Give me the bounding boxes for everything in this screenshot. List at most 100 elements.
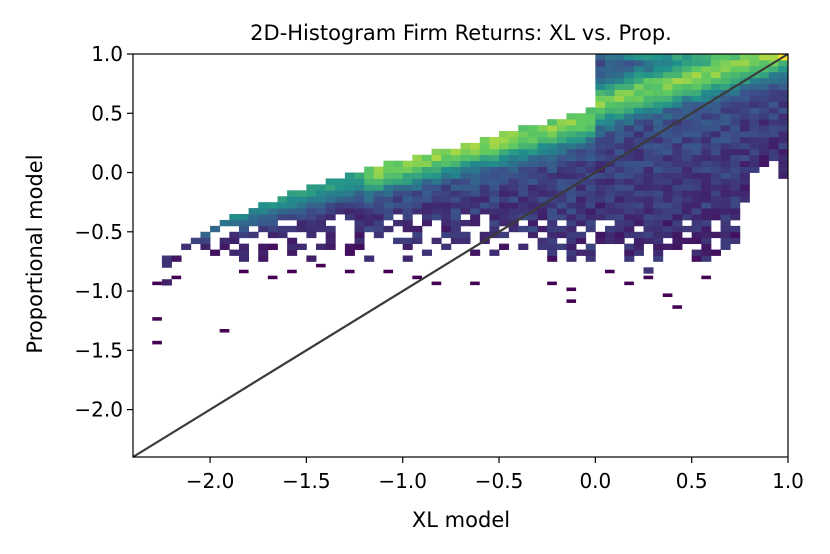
heatmap-cell	[653, 255, 664, 262]
heatmap-cell	[749, 136, 760, 144]
heatmap-cell	[701, 125, 712, 132]
heatmap-cell	[508, 166, 519, 173]
heatmap-cell	[499, 131, 510, 138]
heatmap-cell	[595, 101, 606, 108]
heatmap-cell	[566, 148, 577, 156]
heatmap-cell	[768, 119, 779, 126]
heatmap-cell	[662, 184, 673, 191]
heatmap-cell	[258, 219, 269, 227]
heatmap-cell	[412, 184, 423, 191]
heatmap-cell	[537, 131, 548, 138]
heatmap-cell	[527, 178, 538, 185]
heatmap-cell	[566, 154, 577, 162]
heatmap-cell	[566, 237, 577, 245]
heatmap-cell	[691, 202, 702, 209]
heatmap-cell	[662, 166, 673, 173]
heatmap-cell	[421, 190, 432, 197]
heatmap-cell	[710, 231, 721, 239]
heatmap-cell	[604, 142, 616, 150]
heatmap-cell	[730, 154, 741, 162]
heatmap-cell	[412, 172, 423, 179]
heatmap-cell	[585, 214, 596, 221]
heatmap-cell	[710, 178, 721, 185]
heatmap-cell	[643, 148, 654, 156]
heatmap-cell	[364, 255, 375, 262]
heatmap-cell	[730, 119, 741, 126]
heatmap-cell	[653, 243, 664, 250]
heatmap-cell	[691, 113, 702, 120]
heatmap-cell	[624, 172, 635, 179]
heatmap-cell	[595, 65, 606, 73]
heatmap-cell	[701, 65, 712, 73]
heatmap-cell	[643, 214, 654, 221]
heatmap-cell	[383, 172, 394, 179]
heatmap-cell	[682, 196, 693, 203]
heatmap-cell	[450, 178, 461, 185]
heatmap-cell	[604, 190, 616, 197]
heatmap-cell	[566, 142, 577, 150]
heatmap-cell	[662, 131, 673, 138]
heatmap-cell	[604, 178, 616, 185]
heatmap-cell	[489, 214, 500, 221]
heatmap-cell	[383, 214, 394, 221]
heatmap-cell	[325, 190, 336, 197]
heatmap-cell	[672, 125, 683, 132]
heatmap-cell	[778, 95, 789, 102]
heatmap-cell	[190, 237, 201, 245]
heatmap-cell	[759, 119, 770, 126]
heatmap-cell	[441, 196, 452, 203]
heatmap-cell	[373, 184, 384, 191]
heatmap-cell	[682, 71, 693, 79]
heatmap-cell	[576, 208, 587, 215]
heatmap-cell	[653, 202, 664, 209]
heatmap-cell	[566, 166, 577, 173]
heatmap-cell	[730, 237, 741, 245]
heatmap-cell	[316, 219, 327, 227]
heatmap-cell	[287, 190, 298, 197]
heatmap-cell	[682, 214, 693, 221]
heatmap-cell	[267, 275, 278, 280]
heatmap-cell	[547, 119, 558, 126]
heatmap-cell	[595, 190, 606, 197]
heatmap-cell	[682, 95, 693, 102]
heatmap-cell	[653, 142, 664, 150]
heatmap-cell	[412, 196, 423, 203]
heatmap-cell	[470, 208, 481, 215]
heatmap-cell	[672, 101, 683, 108]
heatmap-cell	[393, 196, 404, 203]
heatmap-cell	[624, 59, 635, 67]
heatmap-cell	[595, 214, 606, 221]
heatmap-cell	[585, 136, 596, 144]
heatmap-cell	[287, 196, 298, 203]
heatmap-cell	[710, 148, 721, 156]
heatmap-cell	[701, 172, 712, 179]
heatmap-cell	[421, 172, 432, 179]
heatmap-cell	[441, 231, 452, 239]
heatmap-cell	[489, 249, 500, 256]
heatmap-cell	[412, 154, 423, 162]
heatmap-cell	[421, 249, 432, 256]
heatmap-cell	[171, 275, 182, 280]
heatmap-cell	[267, 231, 278, 239]
heatmap-cell	[364, 225, 375, 233]
heatmap-cell	[730, 54, 741, 61]
heatmap-cell	[739, 154, 750, 162]
heatmap-cell	[730, 131, 741, 138]
heatmap-cell	[402, 196, 413, 203]
heatmap-cell	[749, 95, 760, 102]
heatmap-cell	[624, 101, 635, 108]
heatmap-cell	[759, 125, 770, 132]
heatmap-cell	[691, 172, 702, 179]
heatmap-cell	[431, 160, 442, 168]
heatmap-cell	[441, 208, 452, 215]
heatmap-cell	[749, 89, 760, 96]
heatmap-cell	[518, 202, 529, 209]
heatmap-cell	[547, 142, 558, 150]
heatmap-cell	[277, 202, 288, 209]
heatmap-cell	[518, 190, 529, 197]
heatmap-cell	[624, 83, 635, 90]
heatmap-cell	[720, 243, 731, 250]
heatmap-cell	[633, 59, 644, 67]
heatmap-cell	[450, 166, 461, 173]
